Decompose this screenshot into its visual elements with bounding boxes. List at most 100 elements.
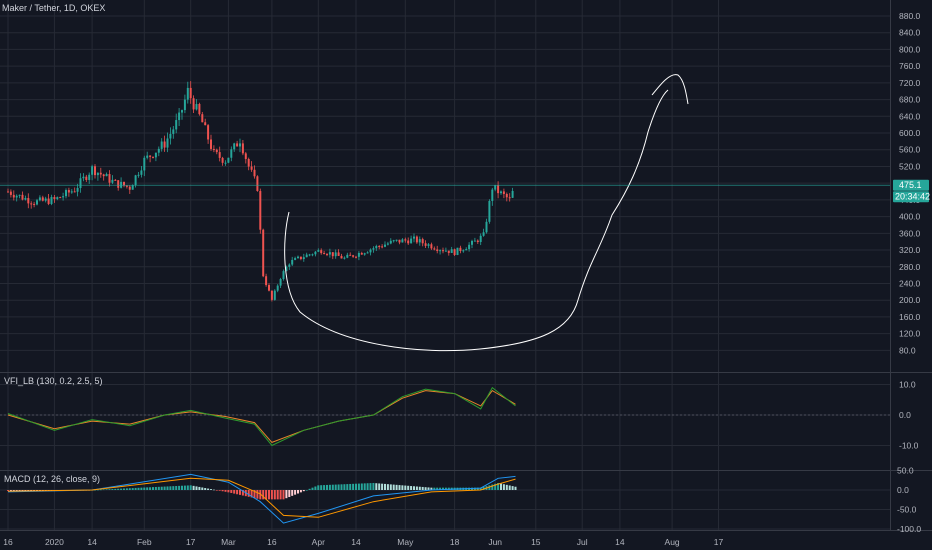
macd-histogram-bar xyxy=(183,485,186,490)
candle-body xyxy=(15,195,18,198)
price-tick-label: 320.0 xyxy=(899,245,921,255)
candle-body xyxy=(430,244,433,249)
macd-histogram-bar xyxy=(427,487,430,490)
candle-body xyxy=(218,152,221,158)
macd-histogram-bar xyxy=(108,489,111,490)
candle-body xyxy=(224,162,227,164)
macd-histogram-bar xyxy=(369,483,372,490)
macd-histogram-bar xyxy=(247,490,250,497)
candle-body xyxy=(50,197,53,204)
macd-histogram-bar xyxy=(27,490,30,491)
macd-histogram-bar xyxy=(221,490,224,492)
candle-body xyxy=(378,246,381,248)
candle-body xyxy=(442,250,444,252)
macd-signal-line xyxy=(7,477,516,518)
time-axis[interactable]: 16 2020 14 Feb 17 Mar 16 Apr 14 May 18 Jun 15 Jul 14 Au… xyxy=(3,537,723,547)
macd-histogram-bar xyxy=(352,483,355,490)
time-tick-label: Feb xyxy=(137,537,152,547)
macd-histogram-bar xyxy=(386,484,389,490)
macd-histogram-bar xyxy=(500,483,502,490)
macd-histogram-bar xyxy=(201,487,204,490)
time-tick-label: 2020 xyxy=(45,537,64,547)
candle-body xyxy=(189,87,192,99)
macd-histogram-bar xyxy=(314,486,317,490)
candle-body xyxy=(404,239,407,241)
candle-body xyxy=(178,112,181,121)
candle-body xyxy=(102,174,105,177)
macd-histogram-bar xyxy=(21,490,24,491)
macd-histogram-bar xyxy=(33,490,36,491)
macd-line xyxy=(7,473,516,524)
vfi-title[interactable]: VFI_LB (130, 0.2, 2.5, 5) xyxy=(4,376,103,386)
candle-body xyxy=(320,250,323,254)
candle-body xyxy=(33,203,36,205)
macd-histogram-bar xyxy=(265,490,268,500)
macd-histogram-bar xyxy=(407,485,410,490)
macd-histogram-bar xyxy=(94,489,96,491)
macd-axis[interactable]: 50.0 0.0 -50.0 -100.0 xyxy=(897,466,921,535)
macd-histogram-bar xyxy=(192,485,195,490)
macd-histogram-bar xyxy=(291,490,294,496)
vfi-tick-label: 10.0 xyxy=(899,380,916,390)
macd-histogram-bar xyxy=(30,490,33,491)
macd-histogram-bar xyxy=(401,485,404,490)
macd-pane xyxy=(7,473,517,524)
candle-body xyxy=(476,240,479,243)
macd-title[interactable]: MACD (12, 26, close, 9) xyxy=(4,474,100,484)
candle-body xyxy=(212,148,215,150)
macd-histogram-bar xyxy=(491,484,494,490)
candle-body xyxy=(76,188,79,192)
candle-body xyxy=(473,240,476,242)
candle-body xyxy=(215,149,218,153)
macd-histogram-bar xyxy=(415,486,418,490)
candle-body xyxy=(160,141,163,149)
macd-histogram-bar xyxy=(7,490,9,491)
macd-histogram-bar xyxy=(186,485,189,490)
macd-histogram-bar xyxy=(433,487,436,490)
cup-drawing xyxy=(284,89,669,352)
price-tick-label: 600.0 xyxy=(899,128,921,138)
candle-body xyxy=(262,229,265,277)
macd-histogram-bar xyxy=(172,486,175,490)
candle-body xyxy=(120,181,123,188)
macd-histogram-bar xyxy=(421,486,424,490)
candle-body xyxy=(302,257,305,260)
candle-body xyxy=(56,197,59,200)
candle-body xyxy=(259,191,262,230)
candle-body xyxy=(114,179,117,181)
macd-histogram-bar xyxy=(488,485,491,490)
candle-body xyxy=(88,174,91,180)
macd-histogram-bar xyxy=(262,490,265,500)
macd-histogram-bar xyxy=(337,484,340,490)
candle-body xyxy=(169,133,172,139)
candle-body xyxy=(497,185,500,194)
price-tick-label: 520.0 xyxy=(899,161,921,171)
candle-body xyxy=(221,157,224,163)
candle-body xyxy=(247,158,250,167)
macd-histogram-bar xyxy=(195,486,198,490)
candle-body xyxy=(53,197,56,200)
candle-body xyxy=(62,196,65,198)
candle-body xyxy=(230,149,233,158)
symbol-title[interactable]: Maker / Tether, 1D, OKEX xyxy=(2,3,105,13)
candle-body xyxy=(279,279,282,286)
candle-body xyxy=(67,190,70,193)
macd-histogram-bar xyxy=(294,490,297,495)
price-tick-label: 360.0 xyxy=(899,228,921,238)
macd-histogram-bar xyxy=(117,488,120,490)
candle-body xyxy=(468,244,471,250)
macd-histogram-bar xyxy=(346,484,349,490)
macd-histogram-bar xyxy=(189,485,192,490)
candle-body xyxy=(128,186,131,190)
macd-histogram-bar xyxy=(502,484,505,490)
time-tick-label: 17 xyxy=(714,537,724,547)
vfi-axis[interactable]: 10.0 0.0 -10.0 xyxy=(899,380,919,451)
countdown-value: 20:34:42 xyxy=(895,192,930,202)
candle-body xyxy=(27,198,30,204)
vfi-tick-label: -10.0 xyxy=(899,441,919,451)
macd-histogram-bar xyxy=(102,489,105,491)
time-tick-label: 14 xyxy=(615,537,625,547)
